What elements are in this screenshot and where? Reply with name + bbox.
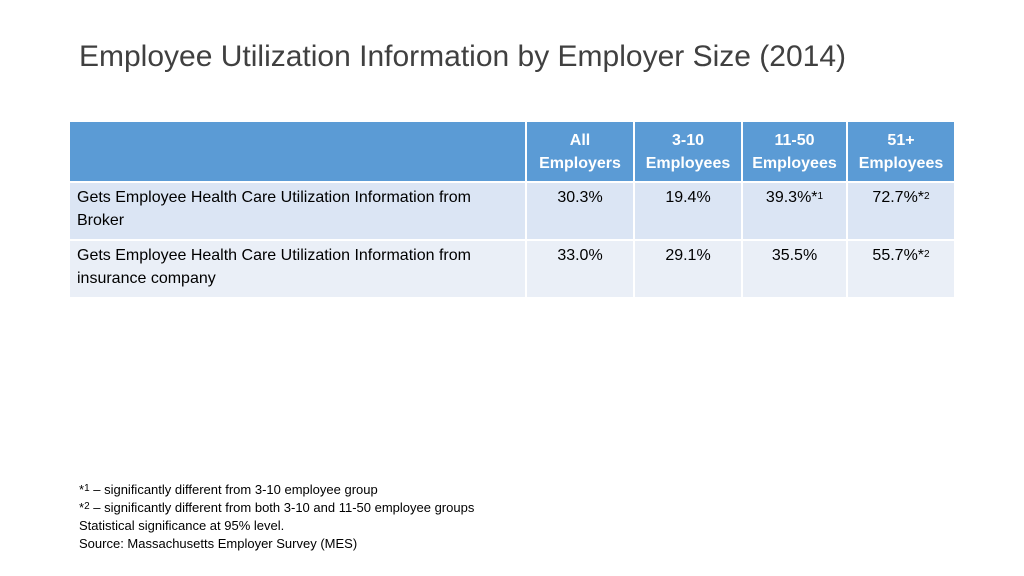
cell-number: 33.0%: [557, 247, 603, 264]
source-note: Source: Massachusetts Employer Survey (M…: [79, 535, 474, 553]
footnote-mark: 1: [817, 191, 824, 202]
cell-number: 29.1%: [665, 247, 711, 264]
footnote-prefix: *: [79, 500, 85, 515]
header-3-10-employees: 3-10 Employees: [634, 122, 743, 182]
significance-note: Statistical significance at 95% level.: [79, 517, 474, 535]
header-line-2: Employees: [645, 154, 731, 172]
cell-value: 39.3%*1: [742, 181, 848, 240]
header-line-2: Employers: [539, 154, 621, 172]
utilization-table: All Employers 3-10 Employees 11-50 Emplo…: [70, 122, 954, 297]
cell-value: 29.1%: [634, 239, 743, 297]
cell-number: 19.4%: [665, 189, 711, 206]
header-line-2: Employees: [752, 154, 837, 172]
header-line-2: Employees: [858, 154, 944, 172]
footnote-2: *2 – significantly different from both 3…: [79, 499, 474, 517]
header-blank: [70, 122, 527, 182]
page-title: Employee Utilization Information by Empl…: [79, 40, 847, 73]
footnote-1: *1 – significantly different from 3-10 e…: [79, 481, 474, 499]
cell-value: 19.4%: [634, 181, 743, 240]
header-line-1: All: [569, 131, 591, 149]
cell-value: 30.3%: [526, 181, 635, 240]
row-label-insurance: Gets Employee Health Care Utilization In…: [70, 239, 527, 297]
footnote-prefix: *: [79, 482, 85, 497]
cell-number: 35.5%: [771, 247, 818, 264]
cell-value: 55.7%*2: [847, 239, 954, 297]
header-line-1: 51+: [887, 131, 915, 149]
footnote-mark: 2: [84, 501, 90, 512]
header-51-plus-employees: 51+ Employees: [847, 122, 954, 182]
cell-value: 33.0%: [526, 239, 635, 297]
footnote-mark: 2: [924, 249, 930, 260]
cell-number: 72.7%*: [872, 189, 925, 206]
header-all-employers: All Employers: [526, 122, 635, 182]
footnote-text: Source: Massachusetts Employer Survey (M…: [79, 536, 358, 551]
cell-number: 55.7%*: [872, 247, 925, 264]
table-header-row: All Employers 3-10 Employees 11-50 Emplo…: [70, 122, 954, 182]
footnotes: *1 – significantly different from 3-10 e…: [79, 481, 474, 553]
header-line-1: 3-10: [671, 131, 705, 149]
header-11-50-employees: 11-50 Employees: [742, 122, 848, 182]
footnote-mark: 1: [84, 483, 90, 494]
footnote-text: Statistical significance at 95% level.: [79, 518, 285, 533]
cell-value: 35.5%: [742, 239, 848, 297]
row-label-broker: Gets Employee Health Care Utilization In…: [70, 181, 527, 240]
table-row: Gets Employee Health Care Utilization In…: [70, 181, 954, 240]
footnote-text: – significantly different from both 3-10…: [89, 500, 475, 515]
table-row: Gets Employee Health Care Utilization In…: [70, 239, 954, 297]
footnote-text: – significantly different from 3-10 empl…: [89, 482, 378, 497]
cell-number: 30.3%: [557, 189, 603, 206]
cell-value: 72.7%*2: [847, 181, 954, 240]
footnote-mark: 2: [924, 191, 930, 202]
cell-number: 39.3%*: [765, 189, 818, 206]
header-line-1: 11-50: [774, 131, 815, 149]
